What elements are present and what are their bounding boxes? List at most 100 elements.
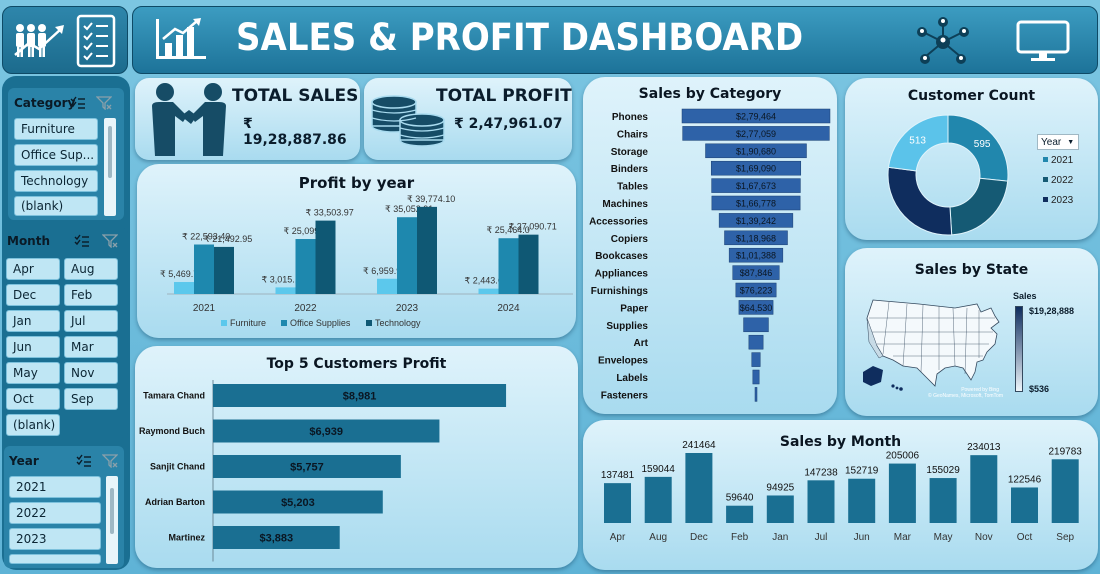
total-sales-label: TOTAL SALES [232, 86, 359, 106]
slicer-item-nov[interactable]: Nov [64, 362, 118, 384]
y-tick-fasteners: Fasteners [601, 390, 649, 401]
bar-category-furnishings [735, 282, 777, 298]
data-label-customer-3: $5,203 [281, 497, 315, 509]
data-label-month-may: 155029 [926, 465, 960, 476]
bar-office-supplies-2023 [397, 217, 417, 294]
bar-category-machines [711, 195, 801, 211]
slicer-item-partial[interactable] [9, 554, 101, 564]
bar-category-tables [711, 178, 801, 193]
year-legend-dropdown[interactable]: Year ▼ [1037, 134, 1079, 150]
customer-count-chart: 595 513 2021 2022 2023 [887, 114, 1074, 236]
slicer-item-technology[interactable]: Technology [14, 170, 98, 192]
slicer-item-2023[interactable]: 2023 [9, 528, 101, 550]
data-label-category-appliances: $87,846 [740, 268, 773, 278]
data-label-month-dec: 241464 [682, 440, 716, 451]
y-tick-1: Raymond Buch [139, 426, 205, 436]
slicer-item-blank[interactable]: (blank) [14, 196, 98, 216]
slicer-item-mar[interactable]: Mar [64, 336, 118, 358]
year-slicer-title: Year [9, 454, 39, 468]
year-scrollbar[interactable] [106, 476, 118, 564]
slicer-item-apr[interactable]: Apr [6, 258, 60, 280]
clear-filter-icon[interactable] [102, 454, 118, 468]
slicer-panel: Category Furniture Office Sup... Technol… [2, 76, 130, 570]
monitor-icon [1016, 20, 1070, 61]
x-tick-nov: Nov [975, 532, 993, 543]
legend-label-2021: 2021 [1051, 155, 1074, 166]
y-tick-tables: Tables [617, 182, 648, 193]
total-sales-card: TOTAL SALES ₹ 19,28,887.86 [135, 78, 360, 160]
legend-swatch-office-supplies [281, 320, 287, 326]
bar-furniture-2022 [275, 287, 296, 294]
bar-category-labels [752, 369, 760, 385]
slice-2024 [887, 114, 949, 172]
bar-category-art [748, 334, 764, 350]
bar-month-jun [848, 478, 876, 523]
slicer-item-2022[interactable]: 2022 [9, 502, 101, 524]
y-tick-binders: Binders [611, 164, 649, 175]
slicer-item-jun[interactable]: Jun [6, 336, 60, 358]
data-label-month-aug: 159044 [642, 464, 676, 475]
total-profit-value: ₹ 2,47,961.07 [454, 116, 563, 132]
clear-filter-icon[interactable] [102, 234, 118, 248]
slicer-item-office-supplies[interactable]: Office Sup... [14, 144, 98, 166]
data-label-office-supplies-2023: ₹ 35,052.91 [385, 204, 433, 214]
bar-category-paper [738, 300, 774, 315]
multi-select-icon[interactable] [74, 234, 90, 248]
slicer-item-blank[interactable]: (blank) [6, 414, 60, 436]
legend-label-2022: 2022 [1051, 175, 1074, 186]
x-tick-dec: Dec [690, 532, 708, 543]
data-label-month-jun: 152719 [845, 466, 879, 477]
slicer-item-2021[interactable]: 2021 [9, 476, 101, 498]
bar-month-dec [685, 453, 713, 523]
x-tick-jun: Jun [854, 532, 870, 543]
legend-label-furniture: Furniture [230, 318, 266, 328]
slicer-item-sep[interactable]: Sep [64, 388, 118, 410]
bar-office-supplies-2021 [194, 244, 214, 294]
year-scrollbar-thumb[interactable] [110, 488, 114, 534]
slicer-item-aug[interactable]: Aug [64, 258, 118, 280]
bar-category-bookcases [728, 247, 784, 263]
month-slicer: Month Apr Aug Dec Feb Jan Jul Jun Mar Ma… [2, 228, 128, 438]
bar-customer-2 [213, 455, 401, 478]
category-scrollbar-thumb[interactable] [108, 126, 112, 178]
slicer-item-jul[interactable]: Jul [64, 310, 118, 332]
y-tick-envelopes: Envelopes [598, 356, 648, 367]
sales-by-state-card: Sales by State Powered by Bing © GeoName… [845, 248, 1098, 416]
slicer-item-jan[interactable]: Jan [6, 310, 60, 332]
y-tick-storage: Storage [611, 147, 649, 158]
slicer-item-feb[interactable]: Feb [64, 284, 118, 306]
multi-select-icon[interactable] [76, 454, 92, 468]
clear-filter-icon[interactable] [96, 96, 112, 110]
slicer-item-dec[interactable]: Dec [6, 284, 60, 306]
map-attribution-bing: Powered by Bing [961, 387, 999, 393]
bar-category-envelopes [751, 352, 761, 367]
data-label-office-supplies-2024: ₹ 25,464.0 [487, 225, 530, 235]
data-label-category-tables: $1,67,673 [736, 181, 776, 191]
year-legend-dropdown-label: Year [1041, 136, 1062, 148]
slice-label-2024: 513 [909, 135, 926, 146]
data-label-technology-2024: ₹ 27,090.71 [509, 222, 557, 232]
data-label-month-oct: 122546 [1008, 474, 1042, 485]
y-tick-4: Martinez [168, 533, 205, 543]
category-scrollbar[interactable] [104, 118, 116, 216]
slicer-item-may[interactable]: May [6, 362, 60, 384]
total-sales-value: ₹ 19,28,887.86 [243, 116, 347, 148]
data-label-customer-0: $8,981 [343, 391, 377, 403]
bar-category-chairs [682, 126, 830, 141]
data-label-technology-2023: ₹ 39,774.10 [407, 194, 455, 204]
map-legend-title: Sales [1013, 291, 1037, 301]
slicer-item-oct[interactable]: Oct [6, 388, 60, 410]
data-label-category-bookcases: $1,01,388 [736, 251, 776, 261]
header-logo-panel [2, 6, 128, 74]
bar-furniture-2021 [174, 282, 194, 294]
slicer-item-furniture[interactable]: Furniture [14, 118, 98, 140]
x-tick-2023: 2023 [396, 303, 419, 314]
bar-category-accessories [718, 213, 794, 228]
map-attribution-credits: © GeoNames, Microsoft, TomTom [928, 393, 1003, 399]
multi-select-icon[interactable] [70, 96, 86, 110]
x-tick-apr: Apr [610, 532, 626, 543]
sales-by-month-title: Sales by Month [779, 434, 902, 450]
map-legend-min: $536 [1029, 384, 1050, 394]
bar-month-sep [1051, 459, 1079, 523]
y-tick-accessories: Accessories [589, 216, 648, 227]
